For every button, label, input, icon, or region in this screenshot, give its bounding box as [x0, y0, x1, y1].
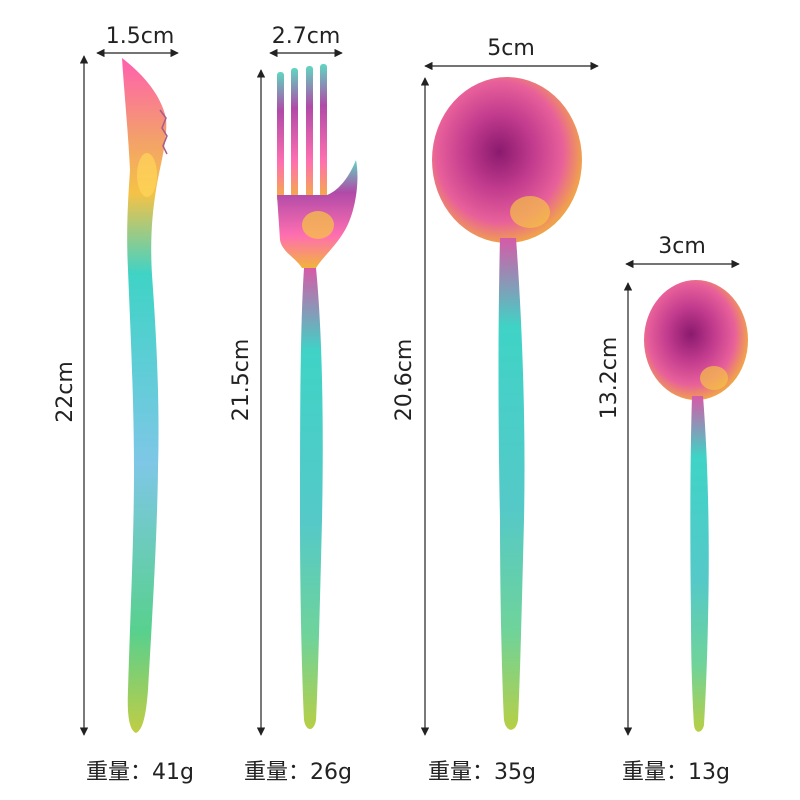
- small-spoon-length-label: 13.2cm: [597, 336, 622, 420]
- small-spoon-bowl-highlight: [700, 366, 728, 390]
- spoon-weight-label: 重量：35g: [428, 760, 536, 785]
- spoon: [432, 77, 582, 730]
- spoon-handle: [498, 238, 525, 730]
- fork-tine: [320, 64, 327, 202]
- knife-highlight: [137, 153, 157, 197]
- fork-weight-label: 重量：26g: [244, 760, 352, 785]
- spoon-length-label: 20.6cm: [392, 338, 417, 422]
- small-spoon-handle: [690, 396, 709, 732]
- small-spoon-bowl: [644, 280, 748, 400]
- spoon-bowl-highlight: [510, 196, 550, 228]
- small-spoon-width-label: 3cm: [658, 234, 706, 259]
- spoon-width-label: 5cm: [487, 36, 535, 61]
- fork-length-label: 21.5cm: [229, 338, 254, 422]
- dimension-lines: [79, 48, 740, 736]
- fork-width-label: 2.7cm: [271, 24, 341, 49]
- knife: [122, 58, 168, 733]
- knife-body: [122, 58, 167, 733]
- fork-tine: [291, 68, 298, 202]
- fork-handle: [300, 268, 323, 729]
- fork-tine: [306, 66, 313, 202]
- knife-length-label: 22cm: [53, 361, 78, 423]
- knife-serration: [159, 109, 168, 155]
- knife-width-label: 1.5cm: [105, 24, 175, 49]
- fork-tine: [277, 72, 284, 202]
- fork-highlight: [302, 211, 334, 239]
- fork: [277, 64, 358, 729]
- spoon-bowl: [432, 77, 582, 243]
- knife-weight-label: 重量：41g: [86, 760, 194, 785]
- small-spoon: [644, 280, 748, 732]
- small-spoon-weight-label: 重量：13g: [622, 760, 730, 785]
